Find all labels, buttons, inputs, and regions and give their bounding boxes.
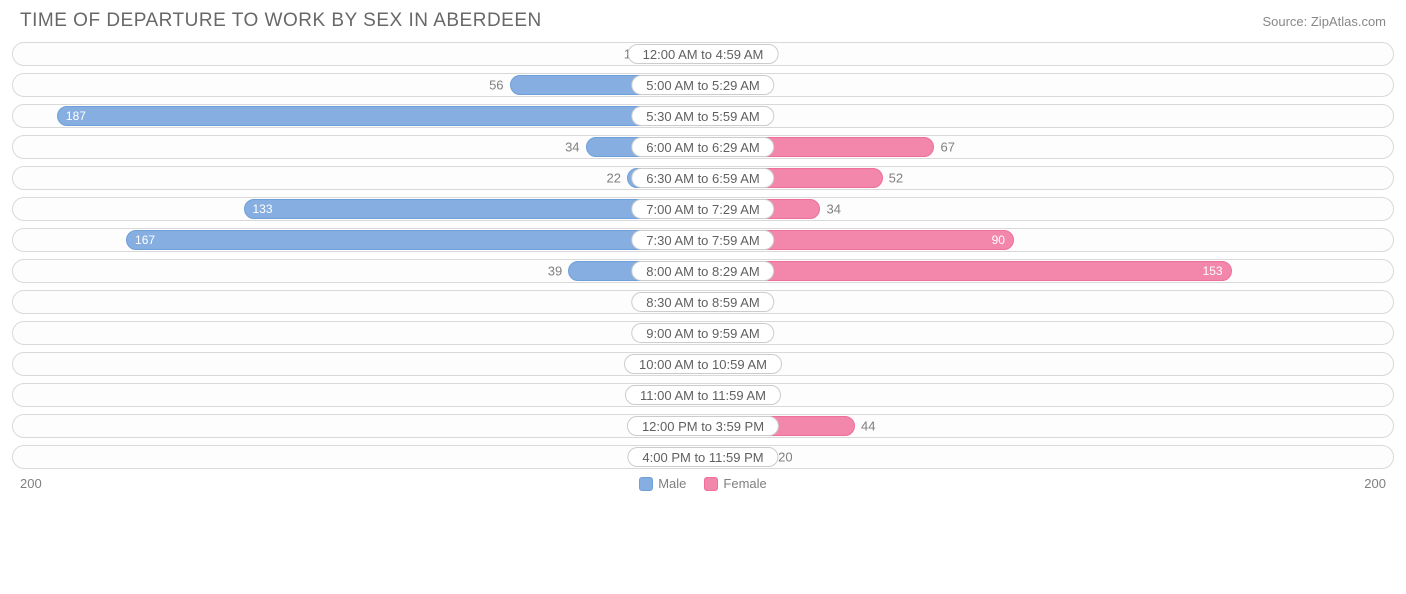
bar-value-male: 22 (607, 171, 621, 186)
chart-row: 0129:00 AM to 9:59 AM (12, 321, 1394, 345)
chart-footer: 200 Male Female 200 (12, 476, 1394, 491)
bar-female: 153 (703, 261, 1232, 281)
bar-male: 167 (126, 230, 703, 250)
bar-value-female: 44 (861, 419, 875, 434)
category-label: 4:00 PM to 11:59 PM (627, 447, 778, 467)
chart-row: 0011:00 AM to 11:59 AM (12, 383, 1394, 407)
chart-row: 0010:00 AM to 10:59 AM (12, 352, 1394, 376)
legend-item-female: Female (704, 476, 766, 491)
category-label: 5:30 AM to 5:59 AM (631, 106, 774, 126)
bar-value-male: 56 (489, 78, 503, 93)
bar-value-female: 20 (778, 450, 792, 465)
bar-value-female: 153 (1203, 264, 1223, 278)
legend-item-male: Male (639, 476, 686, 491)
swatch-female (704, 477, 718, 491)
legend: Male Female (639, 476, 767, 491)
category-label: 8:00 AM to 8:29 AM (631, 261, 774, 281)
chart-row: 22 52 6:30 AM to 6:59 AM (12, 166, 1394, 190)
category-label: 11:00 AM to 11:59 AM (625, 385, 781, 405)
category-label: 10:00 AM to 10:59 AM (624, 354, 782, 374)
legend-label-male: Male (658, 476, 686, 491)
chart-row: 167 90 7:30 AM to 7:59 AM (12, 228, 1394, 252)
category-label: 5:00 AM to 5:29 AM (631, 75, 774, 95)
bar-value-male: 187 (66, 109, 86, 123)
bar-value-female: 52 (889, 171, 903, 186)
chart-header: TIME OF DEPARTURE TO WORK BY SEX IN ABER… (12, 8, 1394, 42)
category-label: 9:00 AM to 9:59 AM (631, 323, 774, 343)
chart-source: Source: ZipAtlas.com (1262, 14, 1386, 29)
category-label: 6:00 AM to 6:29 AM (631, 137, 774, 157)
category-label: 8:30 AM to 8:59 AM (631, 292, 774, 312)
bar-value-female: 90 (992, 233, 1005, 247)
legend-label-female: Female (723, 476, 766, 491)
bar-value-female: 34 (826, 202, 840, 217)
category-label: 6:30 AM to 6:59 AM (631, 168, 774, 188)
chart-area: 171412:00 AM to 4:59 AM 5665:00 AM to 5:2… (12, 42, 1394, 469)
bar-value-male: 133 (253, 202, 273, 216)
chart-row: 133 34 7:00 AM to 7:29 AM (12, 197, 1394, 221)
swatch-male (639, 477, 653, 491)
chart-row: 378:30 AM to 8:59 AM (12, 290, 1394, 314)
category-label: 12:00 AM to 4:59 AM (628, 44, 779, 64)
bar-value-female: 67 (940, 140, 954, 155)
bar-value-male: 39 (548, 264, 562, 279)
axis-max-left: 200 (20, 476, 42, 491)
chart-row: 5665:00 AM to 5:29 AM (12, 73, 1394, 97)
chart-row: 34 67 6:00 AM to 6:29 AM (12, 135, 1394, 159)
chart-row: 18705:30 AM to 5:59 AM (12, 104, 1394, 128)
axis-max-right: 200 (1364, 476, 1386, 491)
chart-row: 13204:00 PM to 11:59 PM (12, 445, 1394, 469)
chart-row: 39 153 8:00 AM to 8:29 AM (12, 259, 1394, 283)
category-label: 12:00 PM to 3:59 PM (627, 416, 779, 436)
category-label: 7:00 AM to 7:29 AM (631, 199, 774, 219)
chart-title: TIME OF DEPARTURE TO WORK BY SEX IN ABER… (20, 10, 542, 32)
bar-male: 187 (57, 106, 703, 126)
chart-row: 171412:00 AM to 4:59 AM (12, 42, 1394, 66)
bar-value-male: 167 (135, 233, 155, 247)
chart-row: 24412:00 PM to 3:59 PM (12, 414, 1394, 438)
category-label: 7:30 AM to 7:59 AM (631, 230, 774, 250)
bar-value-male: 34 (565, 140, 579, 155)
